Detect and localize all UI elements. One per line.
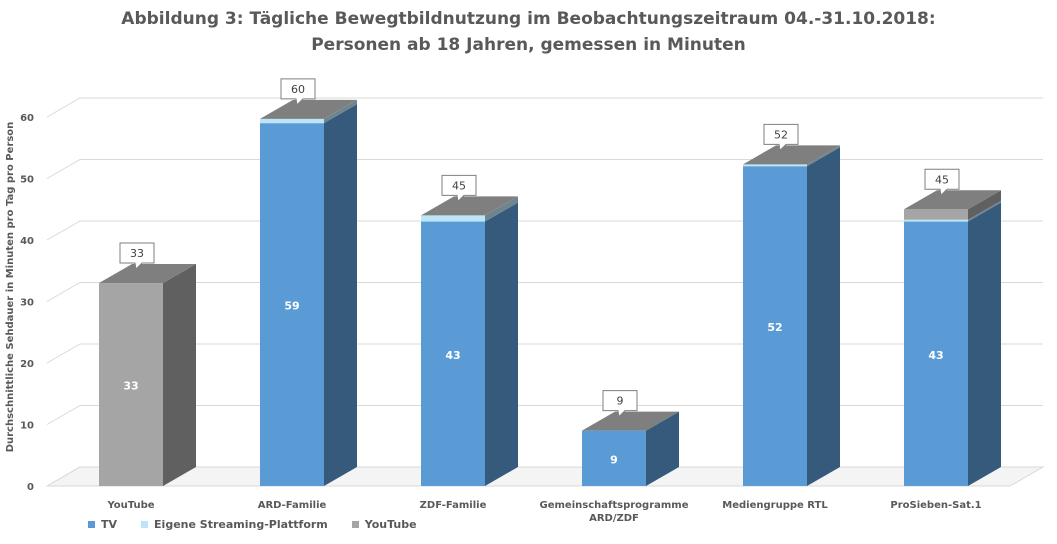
total-label: 52 bbox=[774, 128, 788, 141]
chart-title-line-1: Abbildung 3: Tägliche Bewegtbildnutzung … bbox=[121, 9, 936, 29]
gridline bbox=[46, 466, 1043, 487]
bar-segment bbox=[743, 164, 807, 167]
legend-swatch-streaming bbox=[141, 521, 149, 528]
legend-item-youtube: YouTube bbox=[351, 518, 417, 531]
bar-side bbox=[968, 200, 1001, 222]
total-label: 45 bbox=[935, 173, 949, 186]
legend-swatch-youtube bbox=[351, 521, 359, 528]
chart-floor bbox=[45, 466, 1045, 487]
bar-side bbox=[324, 99, 357, 124]
bar-side bbox=[163, 264, 196, 486]
legend-item-streaming: Eigene Streaming-Plattform bbox=[141, 518, 328, 531]
legend-item-tv: TV bbox=[88, 518, 117, 531]
legend-swatch-tv bbox=[88, 521, 95, 528]
bar-segment bbox=[904, 209, 968, 220]
gridline bbox=[46, 343, 1043, 364]
bar-segment bbox=[260, 118, 324, 124]
bar-side bbox=[485, 196, 518, 222]
bar-value-label: 33 bbox=[123, 380, 138, 393]
chart-title: Abbildung 3: Tägliche Bewegtbildnutzung … bbox=[0, 6, 1057, 58]
category-label: ProSieben-Sat.1 bbox=[890, 500, 981, 511]
legend-label-tv: TV bbox=[101, 518, 118, 531]
bar-side bbox=[968, 190, 1001, 220]
category-label: ZDF-Familie bbox=[420, 500, 487, 511]
total-callout bbox=[280, 78, 316, 106]
bar-segment bbox=[582, 430, 646, 486]
y-axis-label: Durchschnittliche Sehdauer in Minuten pr… bbox=[5, 122, 16, 453]
bar-side bbox=[968, 202, 1001, 487]
bar-top bbox=[260, 99, 357, 119]
bar-segment bbox=[260, 123, 324, 487]
bar-value-label: 9 bbox=[610, 453, 618, 466]
total-callout bbox=[441, 174, 477, 203]
y-tick-label: 20 bbox=[20, 359, 34, 370]
bar-top bbox=[421, 196, 518, 216]
y-tick-label: 30 bbox=[20, 298, 34, 309]
bar-value-label: 52 bbox=[767, 321, 782, 334]
category-label: ARD/ZDF bbox=[589, 513, 639, 524]
bar-segment bbox=[904, 219, 968, 222]
bar-top bbox=[99, 264, 196, 284]
bar-side bbox=[807, 147, 840, 486]
y-tick-label: 40 bbox=[20, 236, 34, 247]
total-callout bbox=[602, 390, 638, 418]
bar-value-label: 43 bbox=[928, 349, 943, 362]
chart-title-line-2: Personen ab 18 Jahren, gemessen in Minut… bbox=[311, 35, 746, 55]
bar-side bbox=[646, 411, 679, 486]
category-label: YouTube bbox=[106, 500, 154, 511]
category-label: Mediengruppe RTL bbox=[722, 500, 828, 511]
gridline bbox=[46, 159, 1043, 179]
bar-top bbox=[904, 190, 1001, 210]
bar-segment bbox=[421, 215, 485, 222]
total-label: 33 bbox=[130, 247, 144, 260]
total-callout bbox=[763, 123, 799, 152]
bar-segment bbox=[904, 221, 968, 487]
bar-top bbox=[743, 145, 840, 165]
bar-side bbox=[324, 104, 357, 487]
total-label: 9 bbox=[617, 395, 624, 408]
total-label: 60 bbox=[291, 83, 305, 96]
category-label: ARD-Familie bbox=[258, 500, 327, 511]
total-callout bbox=[119, 242, 155, 271]
gridline bbox=[46, 405, 1043, 425]
legend-label-youtube: YouTube bbox=[364, 518, 417, 531]
bar-segment bbox=[743, 166, 807, 486]
bar-top bbox=[582, 411, 679, 431]
bar-segment bbox=[421, 221, 485, 487]
bar-value-label: 43 bbox=[445, 349, 460, 362]
category-label: Gemeinschaftsprogramme bbox=[540, 500, 689, 511]
bar-side bbox=[485, 202, 518, 487]
legend-label-streaming: Eigene Streaming-Plattform bbox=[154, 518, 328, 531]
gridline bbox=[46, 220, 1043, 241]
y-tick-label: 10 bbox=[20, 421, 34, 432]
gridline bbox=[46, 97, 1043, 118]
bar-segment bbox=[99, 283, 163, 486]
y-tick-label: 0 bbox=[27, 482, 34, 493]
bar-value-label: 59 bbox=[284, 300, 299, 313]
bar-side bbox=[807, 145, 840, 167]
y-tick-label: 60 bbox=[20, 113, 34, 124]
y-tick-label: 50 bbox=[20, 175, 34, 186]
total-callout bbox=[924, 168, 960, 197]
gridline bbox=[46, 282, 1043, 302]
total-label: 45 bbox=[452, 179, 466, 192]
legend: TV Eigene Streaming-Plattform YouTube bbox=[88, 518, 417, 531]
